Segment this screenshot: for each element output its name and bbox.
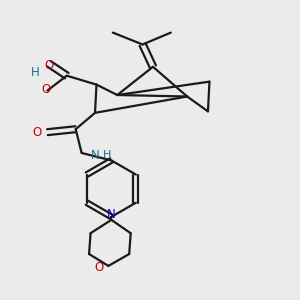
Text: H: H bbox=[103, 150, 111, 160]
Text: N: N bbox=[91, 149, 99, 162]
Text: O: O bbox=[95, 261, 104, 274]
Text: N: N bbox=[107, 208, 116, 221]
Text: O: O bbox=[41, 82, 51, 96]
Text: O: O bbox=[44, 59, 54, 72]
Text: H: H bbox=[31, 66, 40, 79]
Text: O: O bbox=[32, 126, 42, 139]
